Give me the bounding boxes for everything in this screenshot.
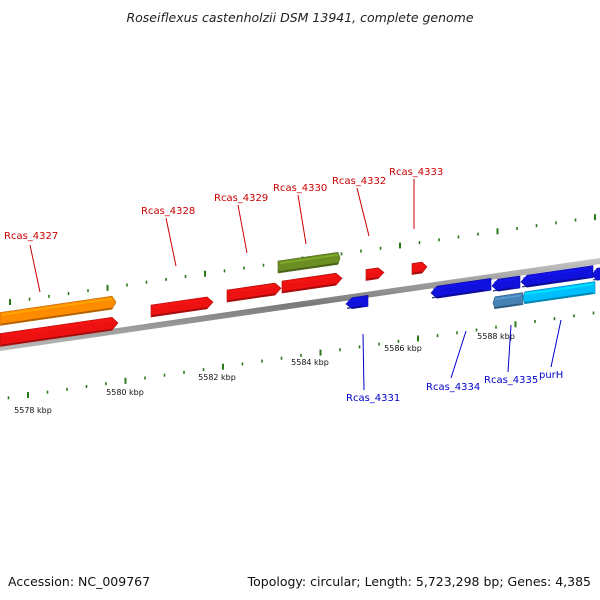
scale-label: 5582 kbp	[198, 373, 236, 382]
gene-label[interactable]: Rcas_4329	[214, 193, 268, 204]
gene-label[interactable]: Rcas_4335	[484, 375, 538, 386]
genome-backbone	[0, 258, 600, 351]
gene-feature[interactable]	[491, 275, 521, 292]
gene-feature[interactable]	[430, 277, 492, 299]
gene-feature[interactable]	[365, 267, 385, 281]
lower-tick-track	[7, 311, 595, 400]
gene-feature[interactable]	[0, 316, 119, 347]
gene-label[interactable]: Rcas_4330	[273, 183, 327, 194]
gene-feature[interactable]	[281, 272, 343, 294]
gene-leader-line	[362, 333, 365, 391]
scale-label: 5588 kbp	[477, 332, 515, 341]
scale-label: 5584 kbp	[291, 358, 329, 367]
gene-label[interactable]: purH	[539, 370, 563, 381]
gene-label[interactable]: Rcas_4334	[426, 382, 480, 393]
scale-labels: 5578 kbp 5580 kbp 5582 kbp 5584 kbp 5586 kbp…	[14, 332, 515, 415]
gene-leader-line	[297, 194, 307, 245]
gene-leader-line	[507, 324, 512, 373]
map-title: Roseiflexus castenholzii DSM 13941, comp…	[126, 10, 473, 25]
gene-feature[interactable]	[277, 251, 341, 274]
gene-label[interactable]: Rcas_4328	[141, 206, 195, 217]
gene-feature[interactable]	[345, 294, 369, 310]
gene-leader-line	[356, 187, 370, 237]
gene-feature[interactable]	[492, 292, 524, 310]
gene-feature[interactable]	[522, 281, 596, 305]
gene-label[interactable]: Rcas_4333	[389, 167, 443, 178]
gene-labels: Rcas_4327 Rcas_4328 Rcas_4329 Rcas_4330 Rcas…	[4, 167, 563, 404]
scale-label: 5586 kbp	[384, 344, 422, 353]
genome-summary-text: Topology: circular; Length: 5,723,298 bp…	[247, 574, 591, 589]
gene-feature[interactable]	[591, 267, 600, 281]
gene-feature[interactable]	[411, 261, 428, 275]
gene-leader-line	[29, 244, 41, 293]
gene-leader-line	[450, 330, 467, 379]
gene-leader-line	[237, 204, 248, 254]
gene-leader-line	[165, 217, 177, 267]
gene-leader-line	[550, 319, 562, 368]
gene-label[interactable]: Rcas_4327	[4, 231, 58, 242]
gene-feature[interactable]	[150, 296, 214, 318]
gene-label[interactable]: Rcas_4332	[332, 176, 386, 187]
gene-feature[interactable]	[0, 295, 117, 326]
gene-features	[0, 251, 600, 347]
gene-label[interactable]: Rcas_4331	[346, 393, 400, 404]
gene-feature[interactable]	[520, 265, 594, 288]
gene-feature[interactable]	[226, 282, 282, 303]
upper-tick-track	[9, 214, 596, 305]
scale-label: 5578 kbp	[14, 406, 52, 415]
accession-text: Accession: NC_009767	[8, 574, 150, 589]
scale-label: 5580 kbp	[106, 388, 144, 397]
